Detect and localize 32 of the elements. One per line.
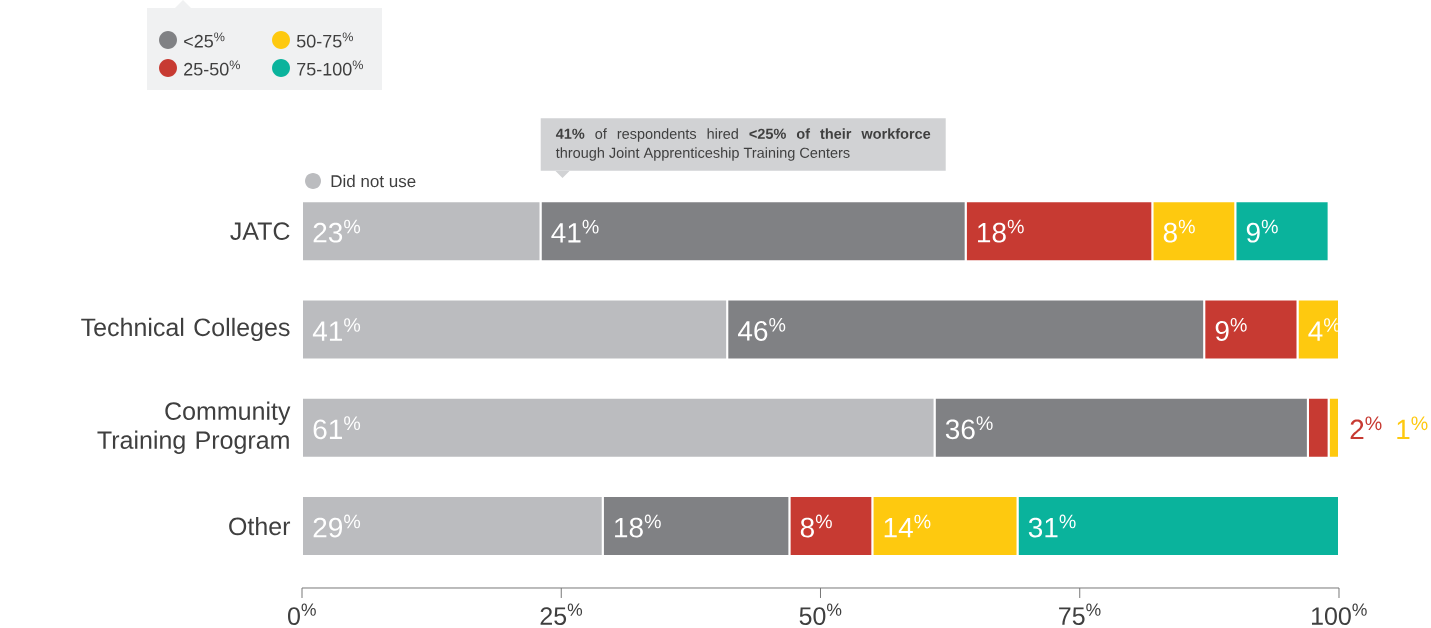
data-label: 23$^{%}$ (313, 219, 361, 243)
data-label: 1$^{%}$ (1397, 416, 1428, 440)
data-label: 31$^{%}$ (1028, 514, 1076, 538)
text: 41% of respondents hired <25% of their workforce through Joint Apprenticeship Training Centers (555, 128, 931, 161)
data-label: 9$^{%}$ (1246, 219, 1278, 243)
data-label: 18$^{%}$ (978, 219, 1024, 243)
y-tick-label: Other (229, 516, 291, 536)
y-tick-label: Technical Colleges (81, 317, 290, 342)
data-label: 14$^{%}$ (884, 514, 931, 538)
x-tick-label: 50$^{%}$ (799, 603, 842, 625)
legend-label: 50-75$^{%}$ (296, 32, 353, 48)
data-label: 61$^{%}$ (313, 416, 361, 440)
x-tick-label: 25$^{%}$ (540, 603, 583, 625)
legend-label: 25-50$^{%}$ (184, 60, 240, 76)
data-label: 8$^{%}$ (1163, 219, 1195, 243)
legend-label: 75-100$^{%}$ (297, 60, 363, 76)
data-label: 36$^{%}$ (945, 416, 993, 440)
y-tick-label: JATC (230, 222, 290, 240)
y-tick-label: Community Training Program (97, 401, 291, 454)
data-label: 41$^{%}$ (551, 219, 599, 243)
x-tick-label: 75$^{%}$ (1059, 603, 1101, 625)
data-label: 29$^{%}$ (313, 514, 361, 538)
data-label: 9$^{%}$ (1215, 318, 1247, 341)
legend-label: <25$^{%}$ (184, 32, 225, 48)
data-label: 2$^{%}$ (1350, 416, 1382, 440)
data-label: 41$^{%}$ (312, 318, 361, 341)
x-tick-label: 100$^{%}$ (1312, 603, 1367, 625)
data-label: 8$^{%}$ (800, 514, 832, 538)
data-label: 46$^{%}$ (738, 318, 786, 341)
data-label: 18$^{%}$ (615, 514, 661, 538)
x-tick-label: 0$^{%}$ (288, 603, 316, 625)
legend-label: Did not use (331, 174, 416, 188)
